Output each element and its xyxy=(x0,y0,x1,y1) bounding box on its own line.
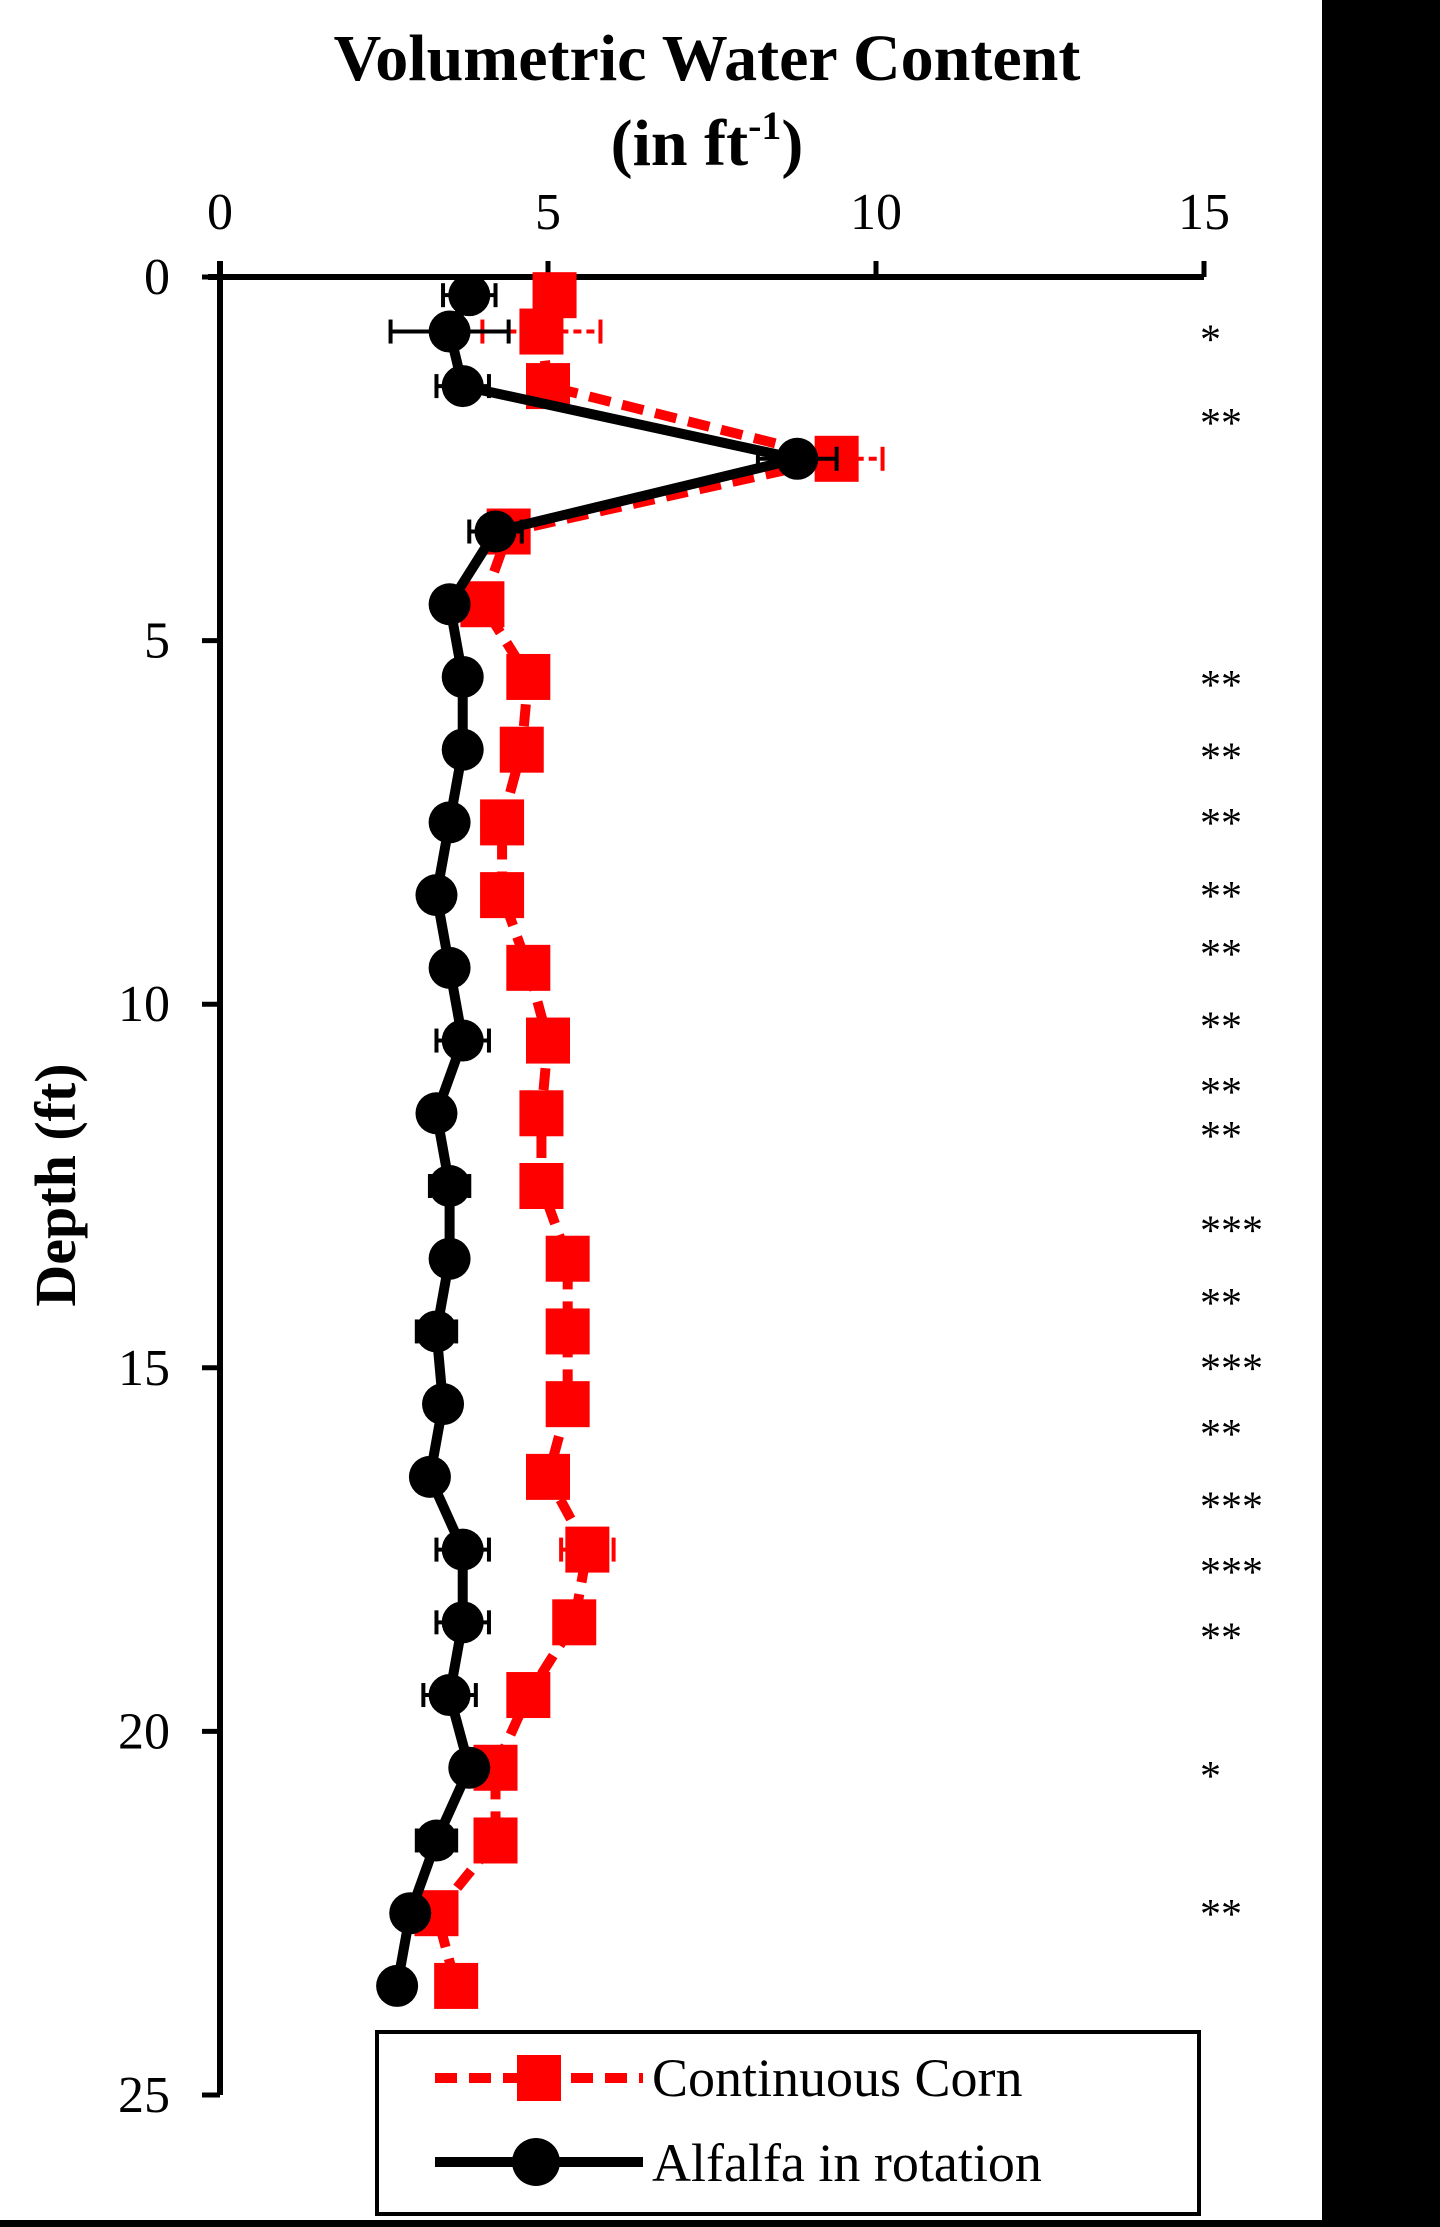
water-content-depth-chart: Volumetric Water Content (in ft-1) 0 5 10 1… xyxy=(23,22,1263,2216)
circle-marker-icon xyxy=(376,1964,419,2007)
circle-marker-icon xyxy=(428,1674,471,1717)
circle-marker-icon xyxy=(415,1310,458,1353)
circle-marker-icon xyxy=(415,874,458,917)
significance-marker: ** xyxy=(1200,1616,1242,1662)
circle-marker-icon xyxy=(441,728,484,771)
significance-marker: ** xyxy=(1200,1412,1242,1458)
x-tick-label: 0 xyxy=(207,184,233,241)
legend-corn-square-marker-icon xyxy=(517,2055,561,2101)
square-marker-icon xyxy=(526,1017,570,1064)
significance-marker: ** xyxy=(1200,874,1242,920)
circle-marker-icon xyxy=(428,801,471,844)
significance-marker: *** xyxy=(1200,1208,1263,1254)
significance-marker: ** xyxy=(1200,401,1242,447)
unit-close: ) xyxy=(781,107,803,180)
square-marker-icon xyxy=(519,308,564,355)
square-marker-icon xyxy=(526,1453,570,1500)
significance-marker: ** xyxy=(1200,801,1242,847)
y-axis-label: Depth (ft) xyxy=(23,1063,88,1306)
chart-title-group: Volumetric Water Content (in ft-1) xyxy=(334,22,1081,180)
significance-marker: ** xyxy=(1200,1070,1242,1116)
square-marker-icon xyxy=(545,1235,590,1282)
legend-item-corn: Continuous Corn xyxy=(435,2048,1023,2108)
chart-title-unit: (in ft-1) xyxy=(611,103,804,180)
square-marker-icon xyxy=(480,799,525,846)
significance-marker: ** xyxy=(1200,1005,1242,1051)
series-alfalfa-in-rotation xyxy=(376,274,839,2007)
unit-text: (in ft xyxy=(611,107,749,180)
significance-marker: ** xyxy=(1200,932,1242,978)
y-axis-label-group: Depth (ft) xyxy=(23,1063,88,1306)
legend-box xyxy=(375,2030,1201,2216)
circle-marker-icon xyxy=(415,1819,458,1862)
significance-marker: *** xyxy=(1200,1550,1263,1596)
y-tick-label: 15 xyxy=(118,1340,170,1397)
y-tick-label: 20 xyxy=(118,1703,170,1760)
significance-marker: ** xyxy=(1200,1114,1242,1160)
significance-marker: *** xyxy=(1200,1347,1263,1393)
circle-marker-icon xyxy=(448,274,491,317)
square-marker-icon xyxy=(552,1599,597,1646)
square-marker-icon xyxy=(506,944,551,991)
y-tick-label: 10 xyxy=(118,976,170,1033)
circle-marker-icon xyxy=(441,1528,484,1571)
circle-marker-icon xyxy=(441,655,484,698)
y-tick-label: 25 xyxy=(118,2067,170,2124)
square-marker-icon xyxy=(565,1526,610,1573)
square-marker-icon xyxy=(545,1308,590,1355)
significance-marker: ** xyxy=(1200,1281,1242,1327)
significance-marker: * xyxy=(1200,1754,1221,1800)
significance-marker: ** xyxy=(1200,1892,1242,1938)
square-marker-icon xyxy=(434,1962,479,2009)
circle-marker-icon xyxy=(389,1892,432,1935)
circle-marker-icon xyxy=(776,437,819,480)
circle-marker-icon xyxy=(474,510,517,553)
unit-superscript: -1 xyxy=(748,103,781,148)
y-tick-label: 0 xyxy=(144,249,170,306)
circle-marker-icon xyxy=(441,1601,484,1644)
axes: 0 5 10 15 0 5 10 15 20 25 xyxy=(118,184,1230,2124)
legend-corn-label: Continuous Corn xyxy=(652,2048,1023,2108)
legend-item-alfalfa: Alfalfa in rotation xyxy=(435,2133,1042,2193)
circle-marker-icon xyxy=(448,1746,491,1789)
circle-marker-icon xyxy=(428,310,471,353)
square-marker-icon xyxy=(519,1163,564,1209)
x-tick-label: 10 xyxy=(850,184,902,241)
legend-alfalfa-label: Alfalfa in rotation xyxy=(652,2133,1042,2193)
circle-marker-icon xyxy=(422,1383,465,1426)
circle-marker-icon xyxy=(428,583,471,626)
circle-marker-icon xyxy=(428,946,471,989)
square-marker-icon xyxy=(545,1381,590,1428)
chart-canvas: Volumetric Water Content (in ft-1) 0 5 10 1… xyxy=(0,0,1322,2220)
circle-marker-icon xyxy=(428,1165,471,1207)
square-marker-icon xyxy=(499,726,544,773)
circle-marker-icon xyxy=(408,1455,451,1498)
significance-marker: ** xyxy=(1200,663,1242,709)
series-line xyxy=(392,292,803,1987)
square-marker-icon xyxy=(480,872,525,919)
square-marker-icon xyxy=(473,1817,518,1864)
series-group xyxy=(376,272,885,2009)
square-marker-icon xyxy=(506,1672,551,1719)
legend: Continuous Corn Alfalfa in rotation xyxy=(375,2030,1201,2216)
x-tick-label: 15 xyxy=(1178,184,1230,241)
series-continuous-corn xyxy=(414,272,885,2009)
square-marker-icon xyxy=(506,653,551,700)
circle-marker-icon xyxy=(441,1019,484,1062)
square-marker-icon xyxy=(519,1090,564,1137)
significance-marker: ** xyxy=(1200,736,1242,782)
significance-annotations: **************************************** xyxy=(1200,318,1263,1938)
chart-title: Volumetric Water Content xyxy=(334,22,1081,95)
circle-marker-icon xyxy=(415,1092,458,1135)
legend-alfalfa-circle-marker-icon xyxy=(512,2138,560,2186)
x-tick-label: 5 xyxy=(535,184,561,241)
significance-marker: * xyxy=(1200,318,1221,364)
circle-marker-icon xyxy=(441,365,484,408)
circle-marker-icon xyxy=(428,1237,471,1280)
significance-marker: *** xyxy=(1200,1485,1263,1531)
y-tick-label: 5 xyxy=(144,613,170,670)
